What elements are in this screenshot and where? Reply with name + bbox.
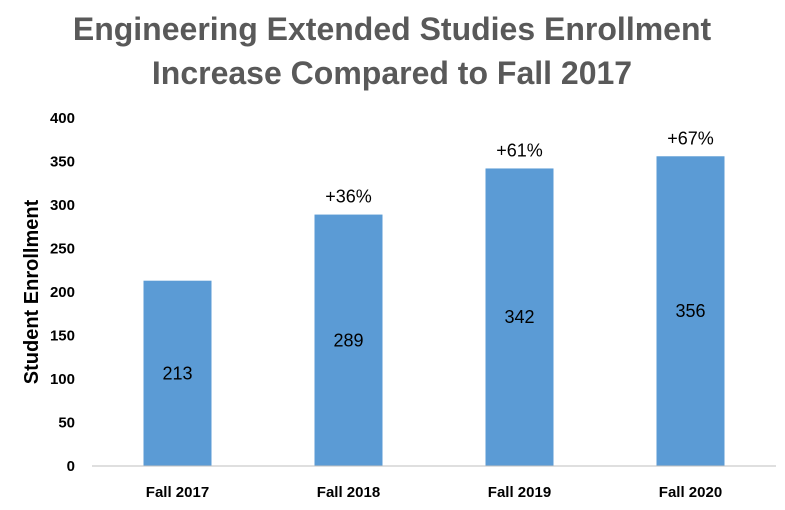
y-axis-label: Student Enrollment — [21, 199, 43, 384]
bar — [656, 156, 725, 466]
x-tick-label: Fall 2018 — [317, 484, 380, 501]
y-tick-label: 250 — [50, 241, 75, 258]
bar-value-label: 342 — [504, 307, 534, 327]
increase-label: +67% — [667, 128, 714, 148]
y-tick-label: 150 — [50, 328, 75, 345]
bar-value-label: 213 — [162, 363, 192, 383]
y-tick-label: 200 — [50, 284, 75, 301]
y-tick-label: 100 — [50, 371, 75, 388]
increase-label: +36% — [325, 187, 372, 207]
y-axis-ticks: 0 50 100 150 200 250 300 350 400 — [50, 110, 75, 475]
bars-group: 213 289 +36% 342 +61% 356 +67% — [143, 128, 725, 466]
chart-title-line-1: Engineering Extended Studies Enrollment — [73, 11, 712, 47]
x-tick-label: Fall 2017 — [146, 484, 209, 501]
bar-value-label: 356 — [675, 301, 705, 321]
bar — [314, 214, 383, 466]
y-tick-label: 0 — [67, 458, 75, 475]
x-tick-label: Fall 2019 — [488, 484, 551, 501]
chart-title-line-2: Increase Compared to Fall 2017 — [152, 55, 632, 91]
y-tick-label: 300 — [50, 197, 75, 214]
y-tick-label: 50 — [58, 415, 75, 432]
y-tick-label: 400 — [50, 110, 75, 127]
bar — [485, 168, 554, 466]
bar-value-label: 289 — [333, 330, 363, 350]
y-tick-label: 350 — [50, 154, 75, 171]
bar — [143, 280, 212, 466]
x-tick-label: Fall 2020 — [659, 484, 722, 501]
increase-label: +61% — [496, 140, 543, 160]
x-axis-ticks: Fall 2017 Fall 2018 Fall 2019 Fall 2020 — [146, 484, 722, 501]
